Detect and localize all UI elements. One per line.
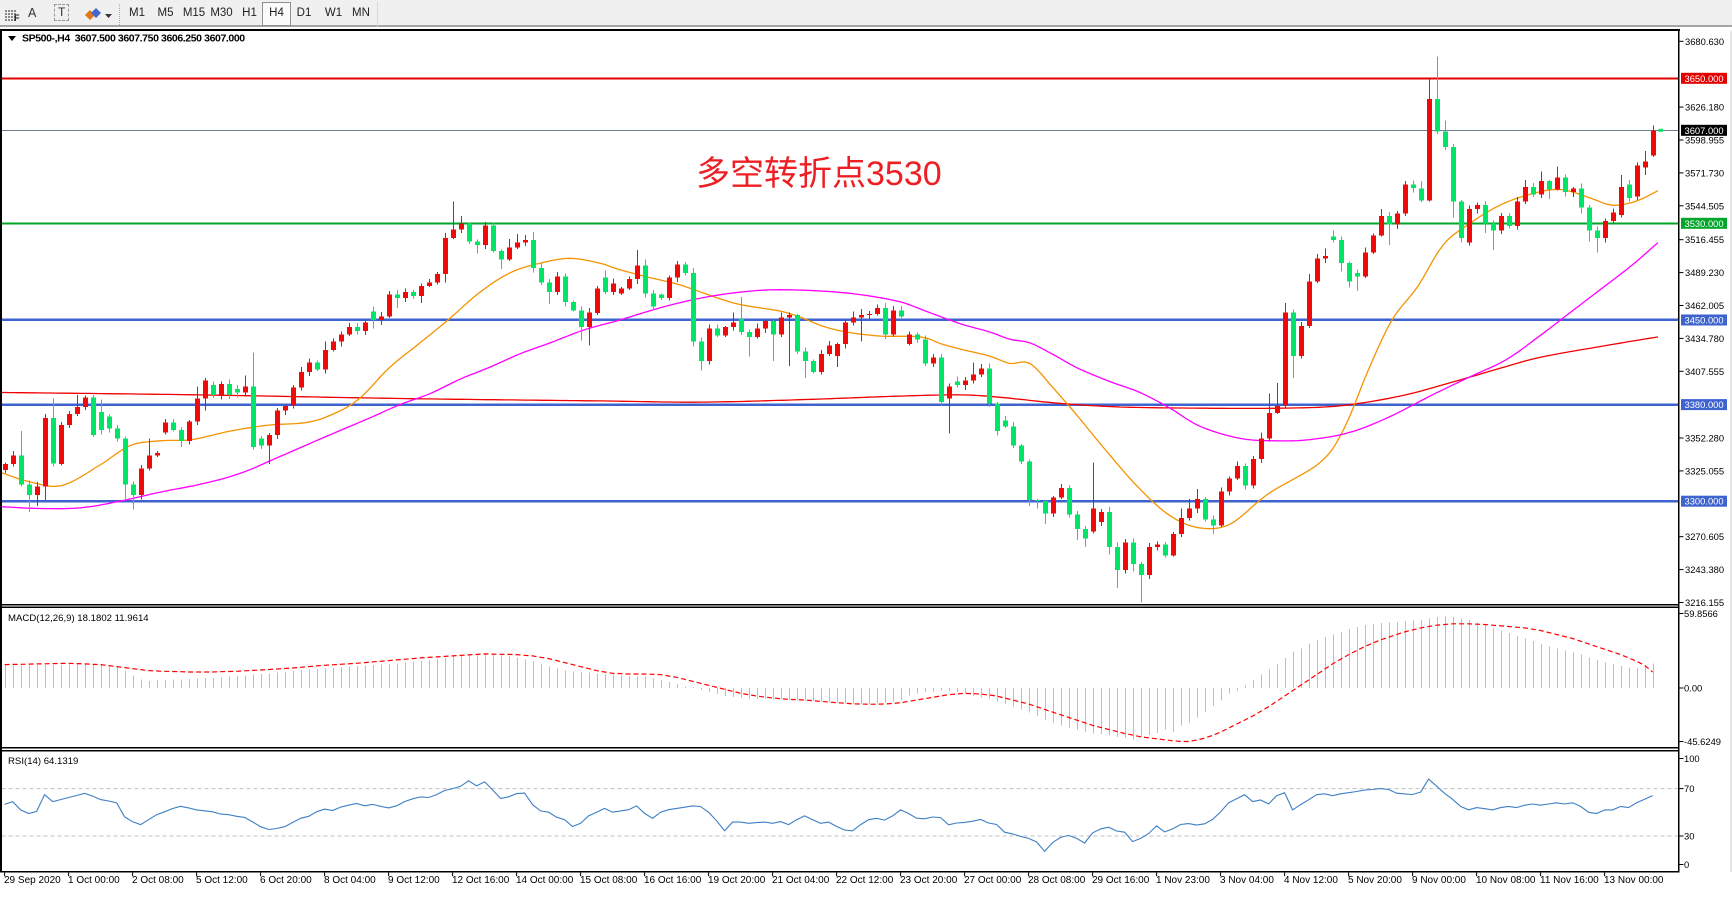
svg-text:3598.955: 3598.955	[1685, 135, 1724, 146]
svg-text:9 Oct 12:00: 9 Oct 12:00	[388, 875, 440, 886]
svg-text:1 Oct 00:00: 1 Oct 00:00	[68, 875, 120, 886]
svg-text:13 Nov 00:00: 13 Nov 00:00	[1604, 875, 1664, 886]
svg-text:4 Nov 12:00: 4 Nov 12:00	[1284, 875, 1338, 886]
svg-text:70: 70	[1684, 783, 1694, 794]
svg-text:5 Oct 12:00: 5 Oct 12:00	[196, 875, 248, 886]
svg-text:3450.000: 3450.000	[1685, 315, 1724, 326]
svg-text:11 Nov 16:00: 11 Nov 16:00	[1540, 875, 1599, 886]
svg-text:3434.780: 3434.780	[1685, 333, 1724, 344]
svg-text:19 Oct 20:00: 19 Oct 20:00	[708, 875, 766, 886]
svg-text:2 Oct 08:00: 2 Oct 08:00	[132, 875, 184, 886]
svg-text:30: 30	[1684, 831, 1694, 842]
svg-text:3650.000: 3650.000	[1685, 73, 1724, 84]
svg-text:21 Oct 04:00: 21 Oct 04:00	[772, 875, 830, 886]
svg-text:3489.230: 3489.230	[1685, 267, 1724, 278]
svg-text:多空转折点3530: 多空转折点3530	[696, 155, 942, 193]
svg-text:3680.630: 3680.630	[1685, 36, 1724, 47]
svg-text:MACD(12,26,9) 18.1802 11.9614: MACD(12,26,9) 18.1802 11.9614	[8, 613, 149, 624]
svg-text:22 Oct 12:00: 22 Oct 12:00	[836, 875, 894, 886]
svg-text:RSI(14) 64.1319: RSI(14) 64.1319	[8, 756, 78, 767]
svg-text:3352.280: 3352.280	[1685, 433, 1724, 444]
svg-text:27 Oct 00:00: 27 Oct 00:00	[964, 875, 1022, 886]
svg-text:3407.555: 3407.555	[1685, 366, 1724, 377]
svg-text:1 Nov 23:00: 1 Nov 23:00	[1156, 875, 1210, 886]
svg-text:3216.155: 3216.155	[1685, 597, 1724, 608]
svg-text:16 Oct 16:00: 16 Oct 16:00	[644, 875, 702, 886]
svg-text:5 Nov 20:00: 5 Nov 20:00	[1348, 875, 1402, 886]
svg-text:3462.005: 3462.005	[1685, 300, 1724, 311]
svg-text:28 Oct 08:00: 28 Oct 08:00	[1028, 875, 1086, 886]
svg-text:3270.605: 3270.605	[1685, 531, 1724, 542]
svg-text:SP500-,H4 3607.500 3607.750 3: SP500-,H4 3607.500 3607.750 3606.250 360…	[22, 33, 245, 45]
svg-text:8 Oct 04:00: 8 Oct 04:00	[324, 875, 376, 886]
svg-text:3530.000: 3530.000	[1685, 218, 1724, 229]
svg-text:12 Oct 16:00: 12 Oct 16:00	[452, 875, 510, 886]
svg-text:3544.505: 3544.505	[1685, 200, 1724, 211]
svg-text:3571.730: 3571.730	[1685, 167, 1724, 178]
svg-text:29 Oct 16:00: 29 Oct 16:00	[1092, 875, 1150, 886]
svg-text:3516.455: 3516.455	[1685, 234, 1724, 245]
svg-text:3 Nov 04:00: 3 Nov 04:00	[1220, 875, 1274, 886]
svg-text:15 Oct 08:00: 15 Oct 08:00	[580, 875, 638, 886]
svg-text:100: 100	[1684, 753, 1700, 764]
svg-text:14 Oct 00:00: 14 Oct 00:00	[516, 875, 574, 886]
svg-text:0.00: 0.00	[1684, 683, 1702, 694]
svg-text:3626.180: 3626.180	[1685, 102, 1724, 113]
svg-text:59.8566: 59.8566	[1684, 608, 1718, 619]
svg-text:29 Sep 2020: 29 Sep 2020	[4, 875, 61, 886]
svg-text:-45.6249: -45.6249	[1684, 736, 1721, 747]
svg-text:10 Nov 08:00: 10 Nov 08:00	[1476, 875, 1536, 886]
svg-text:3243.380: 3243.380	[1685, 564, 1724, 575]
svg-text:3325.055: 3325.055	[1685, 465, 1724, 476]
svg-text:3300.000: 3300.000	[1685, 496, 1724, 507]
svg-text:9 Nov 00:00: 9 Nov 00:00	[1412, 875, 1466, 886]
svg-text:23 Oct 20:00: 23 Oct 20:00	[900, 875, 958, 886]
svg-text:3607.000: 3607.000	[1685, 125, 1724, 136]
svg-text:3380.000: 3380.000	[1685, 399, 1724, 410]
svg-text:0: 0	[1684, 859, 1689, 870]
svg-text:6 Oct 20:00: 6 Oct 20:00	[260, 875, 312, 886]
